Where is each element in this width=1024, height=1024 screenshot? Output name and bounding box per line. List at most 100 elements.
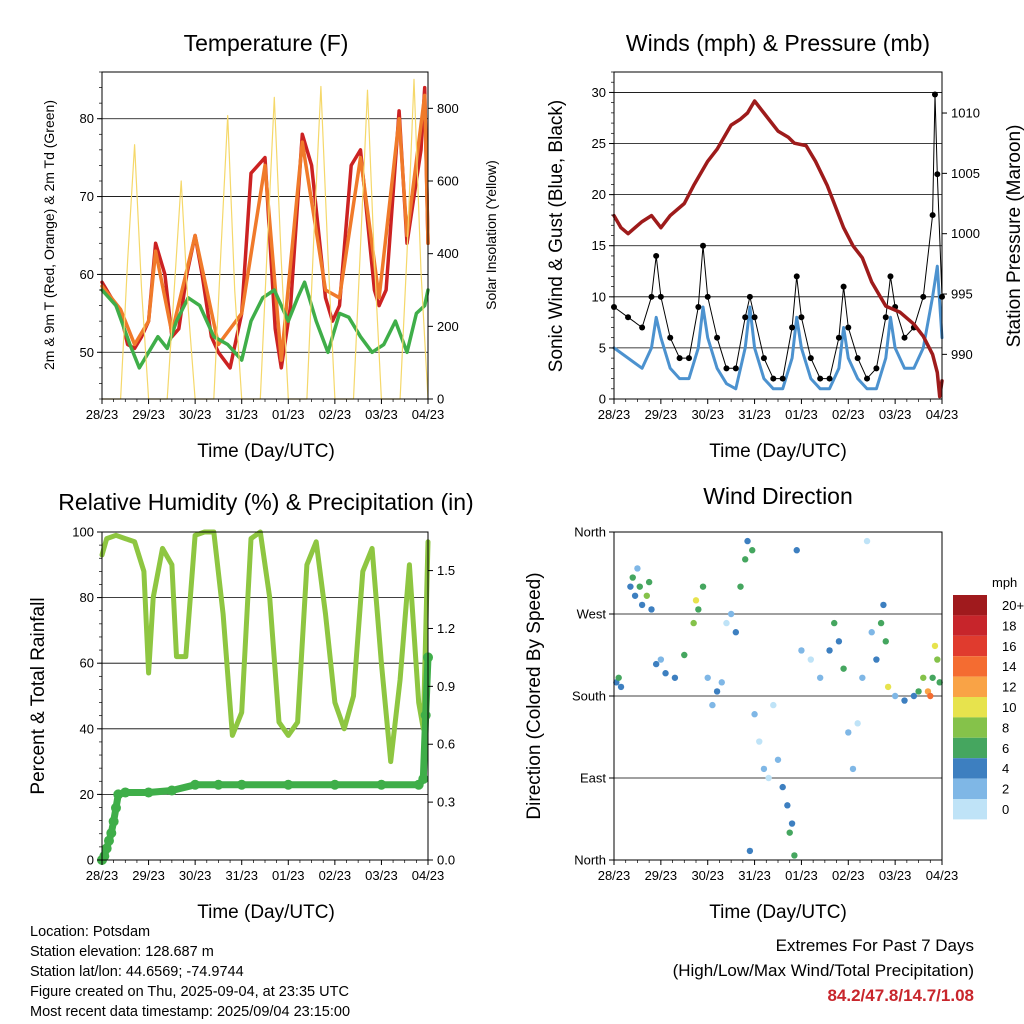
winds-x-tick-label: 28/23 bbox=[598, 407, 631, 422]
total-precipitation-point bbox=[236, 779, 247, 790]
gust-point bbox=[873, 365, 880, 372]
total-precipitation-point bbox=[190, 779, 201, 790]
speed-legend-label: 6 bbox=[1002, 741, 1009, 756]
direction-gridlines bbox=[614, 613, 942, 779]
temperature-panel: Temperature (F) 50607080020040060080028/… bbox=[41, 30, 499, 462]
direction-title: Wind Direction bbox=[703, 483, 853, 509]
humidity-ticks: 0 20 40 60 80 100 0.0 0.3 0.6 0.9 1.2 1.5 28/23 29/23… bbox=[72, 525, 455, 884]
gust-point bbox=[854, 355, 861, 362]
direction-point bbox=[826, 647, 833, 654]
direction-point bbox=[713, 688, 721, 695]
temperature-x-tick-label: 28/23 bbox=[86, 407, 119, 422]
extremes-heading: Extremes For Past 7 Days bbox=[775, 936, 974, 955]
humidity-y-tick-label: 20 bbox=[80, 787, 94, 802]
direction-point bbox=[723, 619, 730, 627]
speed-legend-swatch bbox=[953, 697, 987, 718]
relative-humidity-line bbox=[99, 529, 431, 765]
direction-point bbox=[784, 802, 791, 809]
direction-x-tick-label: 28/23 bbox=[598, 868, 631, 883]
winds-y-tick-label: 0 bbox=[599, 392, 606, 407]
winds-y2-tick-label: 990 bbox=[951, 347, 973, 362]
direction-point bbox=[931, 642, 939, 650]
direction-x-tick-label: 03/23 bbox=[879, 868, 912, 883]
humidity-x-tick-label: 30/23 bbox=[179, 868, 212, 883]
gust-point bbox=[704, 293, 711, 300]
gust-point bbox=[648, 293, 655, 300]
gust-point bbox=[798, 314, 805, 321]
direction-point bbox=[742, 556, 749, 563]
winds-panel: Winds (mph) & Pressure (mb) 0 5 10 15 20 25 30… bbox=[546, 30, 1024, 462]
direction-y-title: Direction (Colored By Speed) bbox=[524, 572, 545, 819]
direction-point bbox=[699, 583, 707, 590]
direction-point bbox=[704, 674, 711, 681]
gust-point bbox=[807, 355, 814, 362]
direction-point bbox=[807, 656, 814, 663]
direction-y-tick-label: East bbox=[580, 771, 606, 786]
speed-legend-label: 18 bbox=[1002, 618, 1016, 633]
speed-legend-swatch bbox=[953, 717, 987, 738]
speed-legend-label: 10 bbox=[1002, 700, 1016, 715]
humidity-x-tick-label: 03/23 bbox=[365, 868, 398, 883]
gust-point bbox=[931, 91, 938, 98]
direction-y-tick-label: South bbox=[572, 689, 606, 704]
sonic-wind-line bbox=[612, 264, 944, 391]
gust-point bbox=[746, 293, 753, 300]
temperature-y2-tick-label: 200 bbox=[437, 319, 459, 334]
direction-point bbox=[692, 597, 700, 604]
winds-y-tick-label: 30 bbox=[592, 85, 606, 100]
gust-point bbox=[625, 314, 632, 321]
speed-legend-label: 2 bbox=[1002, 782, 1009, 797]
gust-point bbox=[667, 334, 674, 341]
temperature-y-title: 2m & 9m T (Red, Orange) & 2m Td (Green) bbox=[41, 100, 57, 370]
winds-ticks: 0 5 10 15 20 25 30 990 995 1000 1005 1010 28/23 29/23… bbox=[592, 71, 980, 422]
direction-point bbox=[835, 638, 843, 645]
direction-point bbox=[854, 720, 861, 727]
total-precipitation-point bbox=[376, 779, 387, 790]
direction-point bbox=[648, 606, 655, 613]
direction-point bbox=[643, 592, 650, 599]
winds-series bbox=[611, 91, 945, 399]
station-location: Location: Potsdam bbox=[30, 924, 151, 940]
direction-point bbox=[662, 670, 669, 677]
speed-legend-title: mph bbox=[992, 575, 1017, 590]
humidity-y-tick-label: 80 bbox=[80, 590, 94, 605]
direction-point bbox=[927, 692, 934, 700]
winds-y2-tick-label: 1000 bbox=[951, 226, 980, 241]
direction-point bbox=[631, 592, 639, 599]
speed-legend-swatch bbox=[953, 799, 987, 820]
winds-y-tick-label: 5 bbox=[599, 340, 606, 355]
direction-x-tick-label: 02/23 bbox=[832, 868, 865, 883]
humidity-x-tick-label: 02/23 bbox=[319, 868, 352, 883]
temperature-y-tick-label: 80 bbox=[80, 111, 94, 126]
direction-point bbox=[845, 729, 852, 736]
gust-point bbox=[685, 355, 692, 362]
gust-point bbox=[864, 375, 871, 382]
winds-x-tick-label: 31/23 bbox=[738, 407, 771, 422]
temperature-y2-title: Solar Insolation (Yellow) bbox=[483, 160, 499, 310]
direction-point bbox=[915, 688, 922, 695]
gust-point bbox=[793, 273, 800, 280]
speed-legend-label: 8 bbox=[1002, 720, 1009, 735]
winds-x-tick-label: 03/23 bbox=[879, 407, 912, 422]
gust-point bbox=[845, 324, 852, 331]
winds-y-tick-label: 20 bbox=[592, 187, 606, 202]
direction-point bbox=[638, 601, 646, 609]
gust-point bbox=[901, 334, 908, 341]
direction-point bbox=[746, 847, 754, 855]
direction-point bbox=[732, 629, 740, 636]
station-latlon: Station lat/lon: 44.6569; -74.9744 bbox=[30, 964, 244, 980]
direction-x-tick-label: 01/23 bbox=[785, 868, 818, 883]
direction-point bbox=[779, 783, 786, 791]
direction-point bbox=[920, 674, 927, 681]
humidity-y2-tick-label: 1.2 bbox=[437, 621, 455, 636]
gust-point bbox=[751, 314, 758, 321]
direction-point bbox=[749, 547, 756, 554]
speed-legend-label: 20+ bbox=[1002, 598, 1024, 613]
gust-point bbox=[826, 375, 833, 382]
direction-point bbox=[934, 656, 941, 663]
direction-point bbox=[901, 697, 908, 704]
temperature-x-title: Time (Day/UTC) bbox=[197, 441, 335, 462]
direction-point bbox=[831, 619, 838, 627]
direction-point bbox=[791, 852, 798, 859]
